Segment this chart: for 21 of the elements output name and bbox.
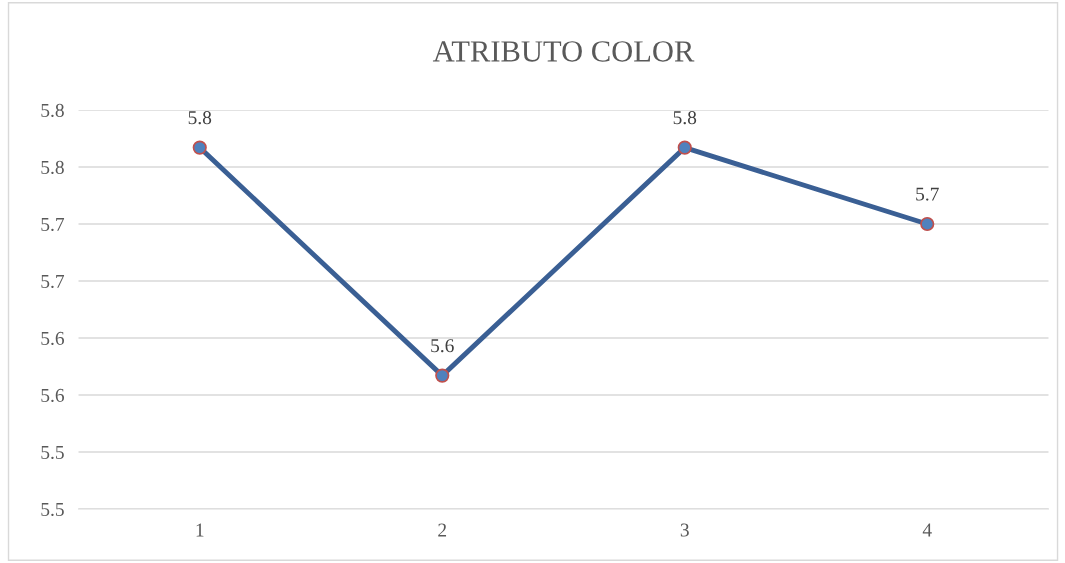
y-tick-label: 5.7 [41,218,65,232]
point [677,140,692,155]
x-tick-label: 1 [196,523,204,537]
y-tick-label: 5.6 [41,331,65,346]
point [192,140,207,155]
y-tick-label: 5.8 [41,160,64,175]
data-label: 5.6 [431,339,454,353]
data-label: 5.7 [916,187,939,201]
x-tick-label: 4 [922,523,932,537]
x-tick-label: 3 [680,523,689,537]
y-tick-label: 5.7 [41,275,65,289]
chart-title: ATRIBUTO COLOR [432,41,695,62]
data-label: 5.8 [188,111,212,125]
y-tick-label: 5.5 [41,503,64,517]
data-label: 5.8 [673,111,697,125]
point [435,368,450,383]
point [920,216,935,232]
y-tick-label: 5.8 [41,103,64,118]
y-tick-label: 5.6 [41,388,65,403]
x-tick-label: 2 [438,523,447,537]
y-tick-label: 5.5 [41,446,64,460]
